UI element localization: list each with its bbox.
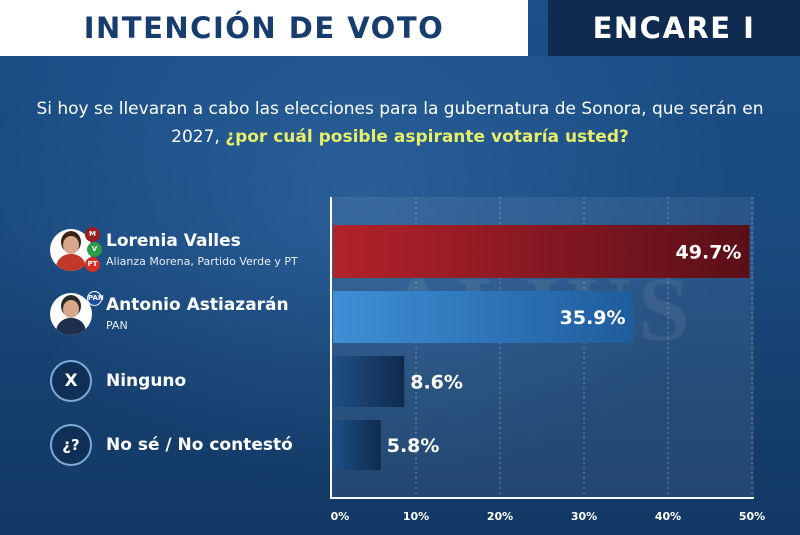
header-badge-box: ENCARE I — [548, 0, 800, 56]
option-label-no-se: No sé / No contestó — [106, 435, 293, 455]
bar-2 — [333, 291, 634, 343]
header-title-box: INTENCIÓN DE VOTO — [0, 0, 528, 56]
bar-value-label: 8.6% — [410, 372, 463, 394]
pt-logo-icon: PT — [85, 257, 100, 272]
x-tick-label: 0% — [331, 510, 350, 523]
bar-value-label: 35.9% — [560, 307, 626, 329]
encare-badge: ENCARE I — [592, 11, 756, 45]
morena-logo-icon: M — [85, 227, 100, 242]
option-label-ninguno: Ninguno — [106, 371, 187, 391]
candidate-name: Lorenia Valles — [106, 231, 241, 251]
candidate-party: PAN — [106, 319, 128, 332]
question-highlight: ¿por cuál posible aspirante votaría uste… — [225, 127, 629, 147]
survey-question: Si hoy se llevaran a cabo las elecciones… — [30, 95, 770, 151]
x-tick-label: 50% — [739, 510, 765, 523]
bar-4 — [333, 420, 381, 470]
question-text: Si hoy se llevaran a cabo las elecciones… — [36, 99, 764, 147]
candidate-photo-antonio — [50, 293, 92, 335]
bar-value-label: 49.7% — [676, 242, 742, 264]
page-title: INTENCIÓN DE VOTO — [83, 11, 445, 45]
x-icon: X — [50, 360, 92, 402]
candidate-party: Alianza Morena, Partido Verde y PT — [106, 255, 298, 268]
x-tick-label: 20% — [487, 510, 513, 523]
candidate-name: Antonio Astiazarán — [106, 295, 289, 315]
bar-3 — [333, 356, 405, 407]
question-mark-icon: ¿? — [50, 424, 92, 466]
x-tick-label: 10% — [403, 510, 429, 523]
x-tick-label: 40% — [655, 510, 681, 523]
x-tick-label: 30% — [571, 510, 597, 523]
bar-1 — [333, 225, 750, 278]
pvem-logo-icon: V — [87, 242, 102, 257]
pan-logo-icon: PAN — [87, 291, 104, 306]
bar-value-label: 5.8% — [387, 435, 440, 457]
